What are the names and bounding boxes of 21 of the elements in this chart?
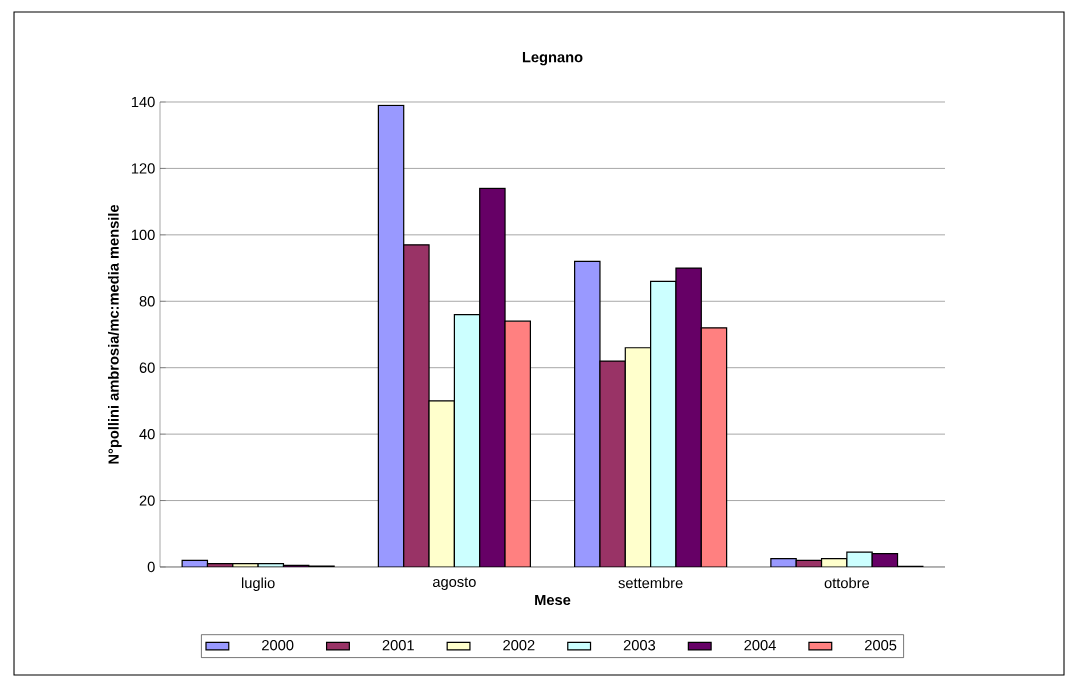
x-axis-title: Mese xyxy=(535,594,571,606)
legend-label: 2001 xyxy=(382,640,414,651)
legend-label: 2004 xyxy=(744,640,776,651)
x-tick-label: agosto xyxy=(432,577,476,590)
chart-title: Legnano xyxy=(522,52,583,66)
y-tick-label: 80 xyxy=(139,296,155,307)
x-tick-label: luglio xyxy=(241,577,275,592)
legend-label: 2003 xyxy=(623,640,656,651)
x-tick-label: settembre xyxy=(618,577,683,589)
y-tick-label: 60 xyxy=(139,362,155,373)
y-tick-label: 100 xyxy=(131,229,155,241)
y-axis-title: N°pollini ambrosia/mc:media mensile xyxy=(108,204,122,464)
y-tick-label: 0 xyxy=(147,561,155,573)
x-tick-label: ottobre xyxy=(824,577,870,589)
legend-label: 2002 xyxy=(503,640,535,651)
y-tick-label: 40 xyxy=(139,428,155,440)
y-tick-label: 140 xyxy=(131,96,155,108)
y-tick-label: 20 xyxy=(139,495,155,506)
y-tick-label: 120 xyxy=(131,163,155,174)
legend-label: 2000 xyxy=(262,640,294,651)
legend-label: 2005 xyxy=(865,640,897,651)
